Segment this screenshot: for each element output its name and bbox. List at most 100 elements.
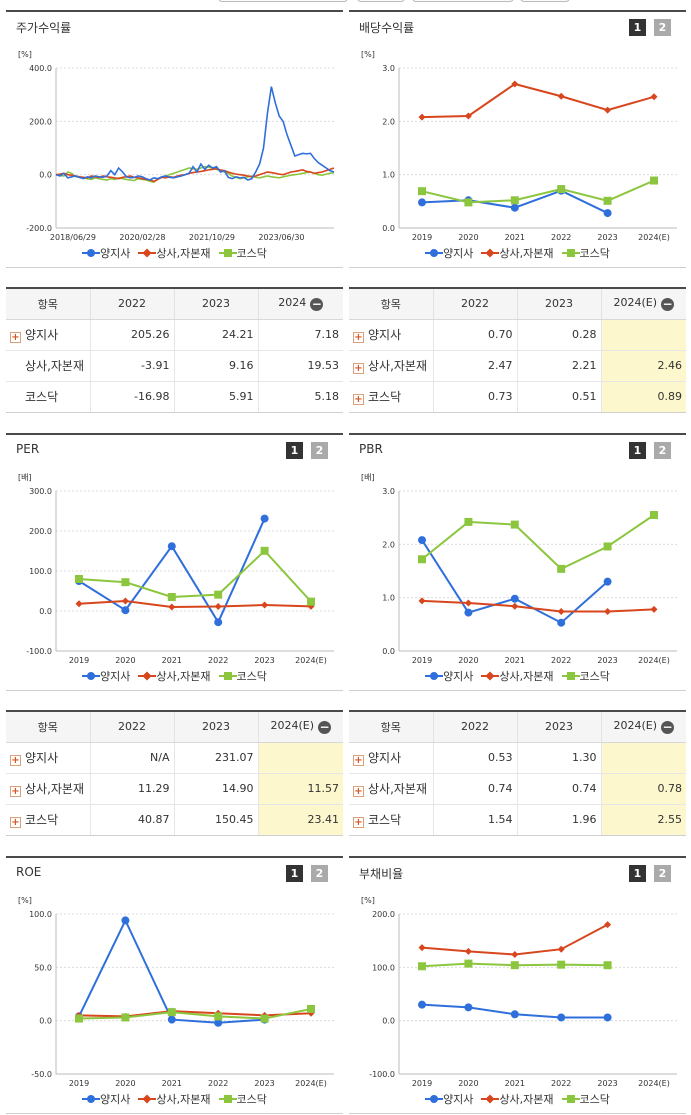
data-point[interactable] [557, 185, 566, 194]
data-point[interactable] [418, 555, 426, 564]
collapse-icon[interactable]: − [661, 297, 675, 312]
data-point[interactable] [510, 594, 519, 603]
data-point[interactable] [603, 196, 612, 205]
data-point[interactable] [167, 542, 176, 551]
view-2-button[interactable]: 2 [654, 442, 671, 459]
data-point[interactable] [418, 198, 426, 207]
data-point[interactable] [214, 590, 223, 599]
legend-item-yangji[interactable]: 양지사 [82, 245, 130, 261]
legend-item-yangji[interactable]: 양지사 [425, 245, 473, 261]
data-point[interactable] [307, 597, 315, 606]
data-point[interactable] [121, 916, 130, 925]
view-2-button[interactable]: 2 [311, 865, 328, 882]
data-point[interactable] [603, 1013, 612, 1022]
view-1-button[interactable]: 1 [629, 19, 646, 36]
data-point[interactable] [75, 575, 83, 583]
data-point[interactable] [75, 1014, 83, 1023]
legend-item-kosdaq[interactable]: 코스닥 [218, 245, 267, 261]
view-2-button[interactable]: 2 [654, 19, 671, 36]
data-point[interactable] [510, 961, 519, 970]
expand-icon[interactable]: + [353, 786, 364, 797]
data-point[interactable] [260, 1014, 269, 1023]
data-point[interactable] [604, 921, 612, 929]
data-point[interactable] [214, 602, 222, 610]
expand-icon[interactable]: + [353, 394, 364, 406]
data-point[interactable] [260, 546, 269, 555]
legend-item-sangsa[interactable]: 상사,자본재 [138, 245, 211, 261]
data-point[interactable] [603, 577, 612, 586]
legend-item-yangji[interactable]: 양지사 [425, 1091, 473, 1107]
data-point[interactable] [603, 961, 612, 970]
expand-icon[interactable]: + [353, 817, 364, 829]
legend-item-kosdaq[interactable]: 코스닥 [561, 245, 610, 261]
legend-item-sangsa[interactable]: 상사,자본재 [481, 1091, 554, 1107]
data-point[interactable] [214, 618, 223, 627]
data-point[interactable] [464, 947, 472, 955]
data-point[interactable] [260, 514, 269, 523]
data-point[interactable] [214, 1012, 223, 1021]
expand-icon[interactable]: + [10, 817, 21, 829]
data-point[interactable] [510, 1010, 519, 1019]
data-point[interactable] [510, 203, 519, 212]
data-point[interactable] [167, 1008, 176, 1017]
data-point[interactable] [510, 520, 519, 529]
data-point[interactable] [167, 1015, 176, 1024]
data-point[interactable] [464, 112, 472, 120]
data-point[interactable] [464, 1003, 473, 1012]
data-point[interactable] [557, 92, 565, 100]
legend-item-sangsa[interactable]: 상사,자본재 [481, 245, 554, 261]
data-point[interactable] [557, 618, 566, 627]
data-point[interactable] [557, 608, 565, 616]
legend-item-sangsa[interactable]: 상사,자본재 [481, 668, 554, 684]
expand-icon[interactable]: + [10, 755, 21, 766]
legend-item-kosdaq[interactable]: 코스닥 [561, 1091, 610, 1107]
data-point[interactable] [121, 578, 130, 587]
data-point[interactable] [650, 93, 658, 101]
data-point[interactable] [464, 198, 473, 207]
data-point[interactable] [418, 1000, 426, 1009]
period-button[interactable] [520, 0, 570, 2]
data-point[interactable] [650, 176, 658, 185]
view-2-button[interactable]: 2 [311, 442, 328, 459]
view-1-button[interactable]: 1 [286, 865, 303, 882]
expand-icon[interactable]: + [10, 332, 21, 343]
expand-icon[interactable]: + [353, 755, 364, 766]
data-point[interactable] [418, 944, 426, 952]
data-point[interactable] [464, 517, 473, 526]
legend-item-yangji[interactable]: 양지사 [425, 668, 473, 684]
data-point[interactable] [464, 608, 473, 617]
legend-item-sangsa[interactable]: 상사,자본재 [138, 1091, 211, 1107]
data-point[interactable] [603, 542, 612, 551]
data-point[interactable] [650, 605, 658, 613]
data-point[interactable] [464, 599, 472, 607]
collapse-icon[interactable]: − [310, 297, 324, 312]
period-button[interactable] [412, 0, 514, 2]
view-1-button[interactable]: 1 [286, 442, 303, 459]
view-1-button[interactable]: 1 [629, 442, 646, 459]
data-point[interactable] [418, 536, 426, 545]
period-selector[interactable] [218, 0, 348, 2]
legend-item-yangji[interactable]: 양지사 [82, 668, 130, 684]
legend-item-kosdaq[interactable]: 코스닥 [218, 1091, 267, 1107]
legend-item-yangji[interactable]: 양지사 [82, 1091, 130, 1107]
view-1-button[interactable]: 1 [629, 865, 646, 882]
data-point[interactable] [418, 187, 426, 196]
data-point[interactable] [603, 209, 612, 218]
data-point[interactable] [167, 593, 176, 601]
data-point[interactable] [464, 959, 473, 968]
data-point[interactable] [121, 606, 130, 615]
legend-item-kosdaq[interactable]: 코스닥 [218, 668, 267, 684]
data-point[interactable] [557, 564, 566, 573]
data-point[interactable] [511, 80, 519, 88]
data-point[interactable] [121, 1013, 130, 1022]
data-point[interactable] [307, 1004, 315, 1013]
data-point[interactable] [604, 608, 612, 616]
legend-item-sangsa[interactable]: 상사,자본재 [138, 668, 211, 684]
expand-icon[interactable]: + [10, 786, 21, 797]
data-point[interactable] [511, 951, 519, 959]
data-point[interactable] [418, 597, 426, 605]
data-point[interactable] [557, 960, 566, 969]
data-point[interactable] [121, 597, 129, 605]
data-point[interactable] [557, 945, 565, 953]
collapse-icon[interactable]: − [661, 720, 675, 735]
